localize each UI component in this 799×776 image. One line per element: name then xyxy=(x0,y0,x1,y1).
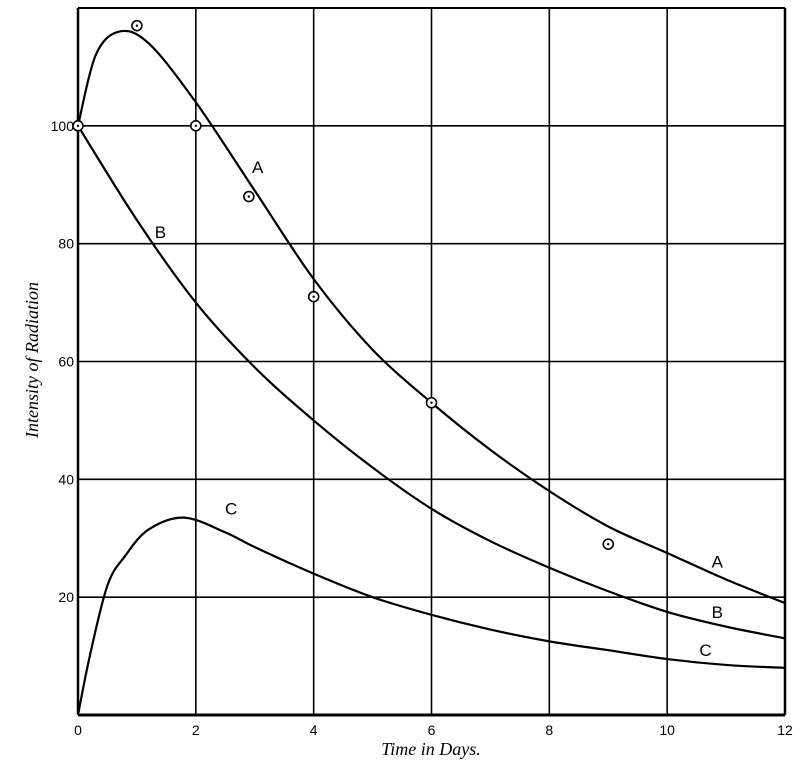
y-tick-label: 20 xyxy=(58,589,74,605)
observed-points xyxy=(72,19,615,550)
curve-C xyxy=(76,516,786,716)
curve-label-C: C xyxy=(225,500,237,519)
x-tick-label: 0 xyxy=(74,722,82,738)
data-point-center xyxy=(194,124,198,128)
x-tick-label: 8 xyxy=(545,722,553,738)
y-tick-label: 40 xyxy=(58,471,74,487)
curve-label-A: A xyxy=(712,553,724,572)
x-axis-label: Time in Days. xyxy=(381,739,481,759)
curve-A xyxy=(76,29,786,605)
data-point-center xyxy=(76,124,80,128)
x-tick-label: 6 xyxy=(428,722,436,738)
data-point-center xyxy=(135,24,139,27)
data-point-center xyxy=(607,542,610,546)
grid xyxy=(76,7,787,717)
x-tick-label: 10 xyxy=(659,722,675,738)
data-point-center xyxy=(430,401,433,404)
y-axis-label: Intensity of Radiation xyxy=(22,282,42,439)
curve-label-B: B xyxy=(155,223,166,242)
tick-labels: 0 2 4 6 8 10 12 20 40 60 80 100 xyxy=(51,118,793,738)
x-tick-label: 4 xyxy=(310,722,318,738)
x-tick-label: 12 xyxy=(777,722,793,738)
y-tick-label: 80 xyxy=(58,236,74,252)
curve-label-B: B xyxy=(712,603,723,622)
data-point-center xyxy=(247,195,251,198)
data-point-center xyxy=(312,295,315,298)
y-tick-label: 60 xyxy=(58,354,74,370)
y-tick-label: 100 xyxy=(51,118,75,134)
x-tick-label: 2 xyxy=(192,722,200,738)
curves xyxy=(76,29,786,716)
curve-B xyxy=(77,125,786,640)
curve-label-A: A xyxy=(252,158,264,177)
curve-label-C: C xyxy=(699,641,711,660)
